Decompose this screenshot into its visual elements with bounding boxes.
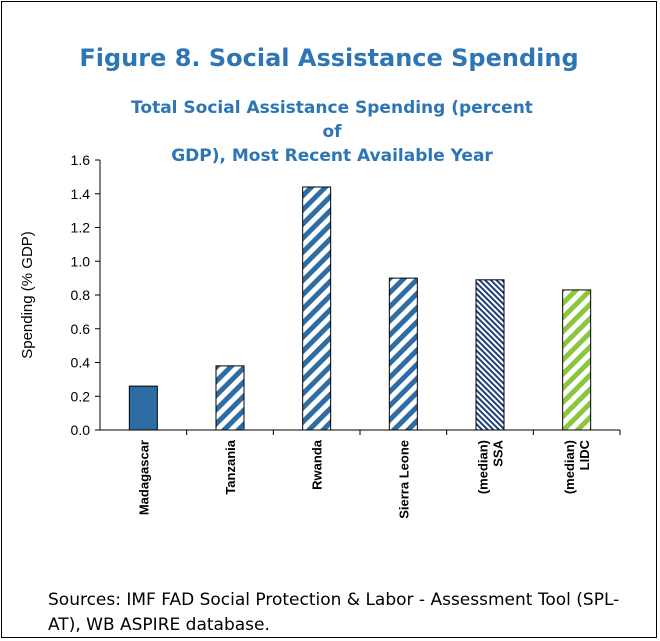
chart-title-line-1: Total Social Assistance Spending (percen… xyxy=(131,98,533,142)
y-tick-label: 1.2 xyxy=(71,220,91,236)
bar xyxy=(128,385,158,431)
x-category-label: Tanzania xyxy=(223,439,238,494)
bar xyxy=(302,186,332,431)
y-tick-label: 0.8 xyxy=(71,287,91,303)
bar xyxy=(215,365,245,431)
labels: 0.0 0.2 0.4 0.6 0.8 1.0 1.2 1.4 1.6 Spending (% G… xyxy=(19,152,592,519)
x-category-label: (median) xyxy=(476,440,491,494)
bar xyxy=(388,277,418,431)
y-tick-label: 0.2 xyxy=(71,388,91,404)
figure-title: Figure 8. Social Assistance Spending xyxy=(79,44,579,72)
bar xyxy=(475,279,505,431)
chart-title: Total Social Assistance Spending (percen… xyxy=(122,96,542,168)
y-tick-label: 1.6 xyxy=(71,152,91,168)
x-category-label: (median) xyxy=(562,440,577,494)
y-tick-label: 0.4 xyxy=(71,355,91,371)
x-category-label: SSA xyxy=(491,439,506,466)
y-tick-label: 0.6 xyxy=(71,321,91,337)
y-tick-label: 1.0 xyxy=(71,253,91,269)
y-axis-title: Spending (% GDP) xyxy=(19,231,36,359)
bars xyxy=(128,186,592,431)
axes xyxy=(95,159,621,435)
y-tick-label: 1.4 xyxy=(71,186,91,202)
y-tick-label: 0.0 xyxy=(71,422,91,438)
chart-title-line-2: GDP), Most Recent Available Year xyxy=(171,146,493,166)
x-category-label: Madagascar xyxy=(136,440,151,515)
x-category-label: LIDC xyxy=(577,439,592,470)
x-category-label: Rwanda xyxy=(310,439,325,490)
bar xyxy=(562,289,592,431)
x-category-label: Sierra Leone xyxy=(396,440,411,519)
source-note: Sources: IMF FAD Social Protection & Lab… xyxy=(48,590,620,635)
